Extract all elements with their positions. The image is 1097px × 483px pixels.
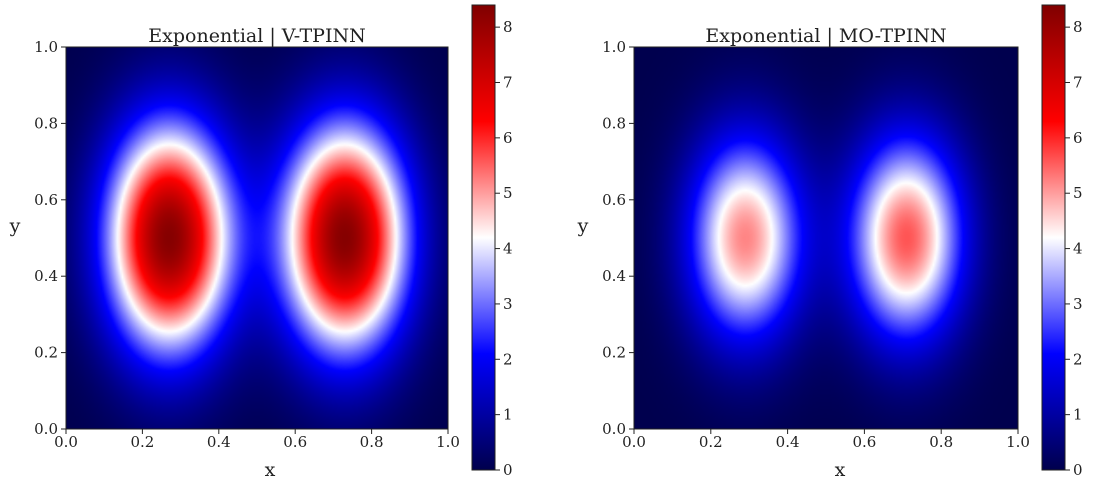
plot-frame: [633, 46, 1019, 430]
x-axis-label: x: [835, 459, 846, 481]
y-axis-ticks: 0.0 0.2 0.4 0.6 0.8 1.0: [34, 38, 66, 438]
chart-title: Exponential | MO-TPINN: [705, 25, 946, 47]
colorbar-tick-label: 6: [1073, 129, 1083, 147]
colorbar: [471, 4, 496, 471]
x-tick-label: 0.0: [622, 433, 646, 451]
colorbar-tick-label: 5: [1073, 184, 1083, 202]
panel-mo-tpinn: Exponential | MO-TPINN 0.0 0.2 0.4 0.6 0.8 1.…: [577, 4, 1083, 481]
colorbar-tick-label: 0: [1073, 461, 1083, 479]
colorbar-tick-label: 7: [503, 74, 513, 92]
y-axis-label: y: [577, 215, 589, 237]
y-tick-label: 0.6: [34, 191, 58, 209]
y-tick-label: 0.0: [602, 420, 626, 438]
colorbar-ticks: 0 1 2 3 4 5 6 7 8: [1065, 18, 1083, 479]
plot-frame: [65, 46, 449, 430]
y-axis-label: y: [9, 215, 21, 237]
y-tick-label: 0.8: [34, 114, 58, 132]
x-tick-label: 0.8: [360, 433, 384, 451]
colorbar-tick-label: 4: [1073, 240, 1083, 258]
colorbar: [1041, 4, 1066, 471]
colorbar-tick-label: 6: [503, 129, 513, 147]
panel-v-tpinn: Exponential | V-TPINN 0.0 0.2 0.4 0.6 0.8 1.0…: [9, 4, 513, 481]
x-tick-label: 0.4: [776, 433, 800, 451]
colorbar-tick-label: 3: [1073, 295, 1083, 313]
x-tick-label: 1.0: [1006, 433, 1030, 451]
colorbar-tick-label: 1: [503, 406, 513, 424]
y-tick-label: 0.2: [602, 344, 626, 362]
chart-title: Exponential | V-TPINN: [148, 25, 365, 47]
y-tick-label: 1.0: [34, 38, 58, 56]
x-tick-label: 1.0: [436, 433, 460, 451]
y-tick-label: 0.4: [34, 267, 58, 285]
x-tick-label: 0.2: [699, 433, 723, 451]
colorbar-ticks: 0 1 2 3 4 5 6 7 8: [495, 18, 513, 479]
x-axis-label: x: [265, 459, 276, 481]
colorbar-tick-label: 4: [503, 240, 513, 258]
x-tick-label: 0.4: [207, 433, 231, 451]
colorbar-tick-label: 3: [503, 295, 513, 313]
x-tick-label: 0.6: [852, 433, 876, 451]
y-tick-label: 0.6: [602, 191, 626, 209]
y-axis-ticks: 0.0 0.2 0.4 0.6 0.8 1.0: [602, 38, 634, 438]
colorbar-tick-label: 2: [1073, 350, 1083, 368]
x-axis-ticks: 0.0 0.2 0.4 0.6 0.8 1.0: [622, 429, 1030, 451]
x-tick-label: 0.2: [130, 433, 154, 451]
y-tick-label: 0.2: [34, 344, 58, 362]
x-tick-label: 0.6: [283, 433, 307, 451]
colorbar-tick-label: 7: [1073, 74, 1083, 92]
y-tick-label: 1.0: [602, 38, 626, 56]
y-tick-label: 0.4: [602, 267, 626, 285]
y-tick-label: 0.8: [602, 114, 626, 132]
heatmap-image: [66, 47, 448, 429]
x-axis-ticks: 0.0 0.2 0.4 0.6 0.8 1.0: [54, 429, 460, 451]
colorbar-tick-label: 2: [503, 350, 513, 368]
colorbar-tick-label: 8: [503, 18, 513, 36]
y-tick-label: 0.0: [34, 420, 58, 438]
colorbar-tick-label: 1: [1073, 406, 1083, 424]
colorbar-tick-label: 0: [503, 461, 513, 479]
colorbar-tick-label: 5: [503, 184, 513, 202]
x-tick-label: 0.0: [54, 433, 78, 451]
x-tick-label: 0.8: [929, 433, 953, 451]
colorbar-tick-label: 8: [1073, 18, 1083, 36]
heatmap-image: [634, 47, 1018, 429]
